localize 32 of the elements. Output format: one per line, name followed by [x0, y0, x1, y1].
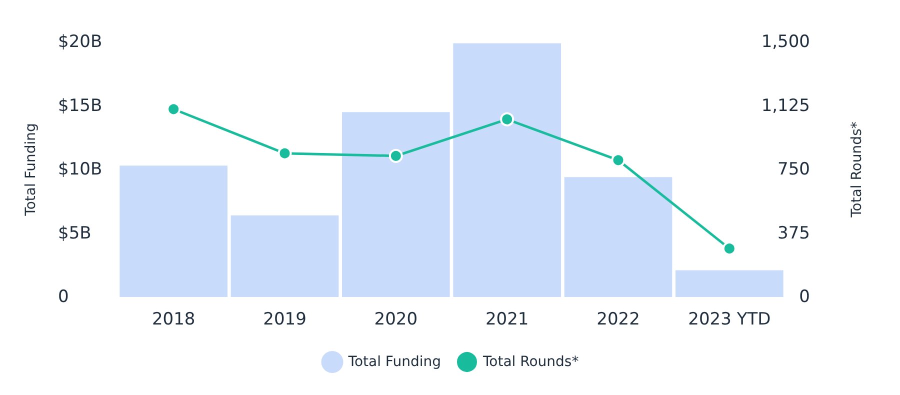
y2-tick-label: 1,125 — [761, 96, 810, 116]
bar — [230, 215, 339, 297]
y-tick-label: $20B — [58, 32, 102, 52]
x-tick-label: 2023 YTD — [688, 310, 771, 330]
x-tick-label: 2022 — [596, 310, 640, 330]
y-tick-label: $15B — [58, 96, 102, 116]
bar — [676, 270, 784, 297]
y2-tick-label: 0 — [799, 287, 810, 307]
y-tick-label: 0 — [58, 287, 69, 307]
point — [166, 102, 181, 116]
x-tick-label: 2021 — [485, 310, 529, 330]
x-tick-label: 2019 — [263, 310, 306, 330]
y2-axis-title: Total Rounds* — [849, 122, 865, 218]
bar — [564, 177, 672, 297]
bar — [453, 43, 561, 297]
y2-tick-label: 750 — [778, 160, 810, 180]
y2-tick-label: 375 — [778, 223, 810, 244]
x-tick-label: 2018 — [152, 310, 196, 330]
legend-label: Total Rounds* — [482, 354, 579, 370]
y-axis-title: Total Funding — [23, 123, 39, 217]
legend-label: Total Funding — [347, 354, 441, 370]
y-tick-label: $10B — [58, 160, 102, 180]
bar — [120, 166, 228, 297]
y-tick-label: $5B — [58, 223, 92, 244]
point — [722, 242, 736, 256]
point — [388, 148, 403, 163]
point — [500, 112, 514, 126]
y2-tick-label: 1,500 — [761, 32, 810, 52]
point — [278, 146, 292, 160]
x-tick-label: 2020 — [374, 310, 418, 330]
point — [611, 153, 626, 168]
bar — [342, 112, 450, 297]
